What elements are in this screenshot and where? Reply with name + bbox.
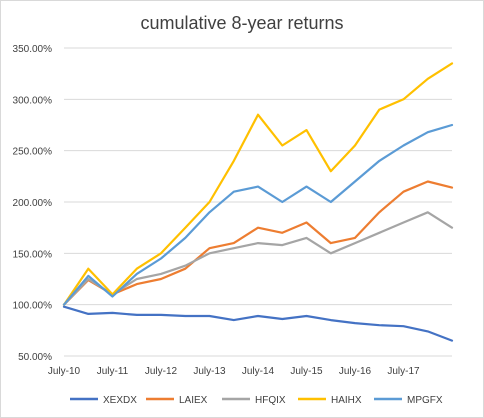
y-tick-label: 350.00% bbox=[13, 44, 53, 55]
x-tick-label: July-12 bbox=[145, 366, 178, 377]
y-tick-label: 50.00% bbox=[18, 352, 52, 363]
legend-item-xexdx: XEXDX bbox=[70, 395, 137, 406]
series-line-hfqix bbox=[62, 211, 454, 306]
series-lines bbox=[62, 62, 454, 342]
gridlines bbox=[64, 47, 452, 306]
x-tick-label: July-16 bbox=[339, 366, 372, 377]
legend-label: XEXDX bbox=[103, 395, 137, 406]
legend-item-mpgfx: MPGFX bbox=[374, 395, 443, 406]
series-line-mpgfx bbox=[62, 123, 454, 306]
legend-label: MPGFX bbox=[407, 395, 443, 406]
x-tick-label: July-11 bbox=[97, 366, 129, 377]
series-line-haihx bbox=[62, 62, 454, 306]
chart-title: cumulative 8-year returns bbox=[140, 13, 343, 33]
x-tick-label: July-15 bbox=[290, 366, 323, 377]
y-tick-label: 150.00% bbox=[13, 249, 53, 260]
y-tick-label: 200.00% bbox=[13, 198, 53, 209]
series-line-xexdx bbox=[62, 305, 454, 342]
y-tick-label: 300.00% bbox=[13, 95, 53, 106]
y-tick-label: 100.00% bbox=[13, 301, 53, 312]
legend-label: LAIEX bbox=[179, 395, 208, 406]
x-tick-label: July-17 bbox=[387, 366, 420, 377]
x-tick-label: July-14 bbox=[242, 366, 275, 377]
y-axis-tick-labels: 50.00% 100.00% 150.00% 200.00% 250.00% 300.00… bbox=[13, 44, 53, 363]
legend-item-laiex: LAIEX bbox=[146, 395, 208, 406]
series-line-laiex bbox=[62, 180, 454, 306]
legend-item-hfqix: HFQIX bbox=[222, 395, 286, 406]
x-axis-tick-labels: July-10 July-11 July-12 July-13 July-14 July-… bbox=[48, 366, 420, 377]
legend: XEXDX LAIEX HFQIX HAIHX MPGFX bbox=[70, 395, 443, 406]
legend-item-haihx: HAIHX bbox=[298, 395, 362, 406]
y-tick-label: 250.00% bbox=[13, 147, 53, 158]
legend-label: HAIHX bbox=[331, 395, 362, 406]
x-tick-label: July-10 bbox=[48, 366, 81, 377]
legend-label: HFQIX bbox=[255, 395, 286, 406]
x-tick-label: July-13 bbox=[193, 366, 226, 377]
